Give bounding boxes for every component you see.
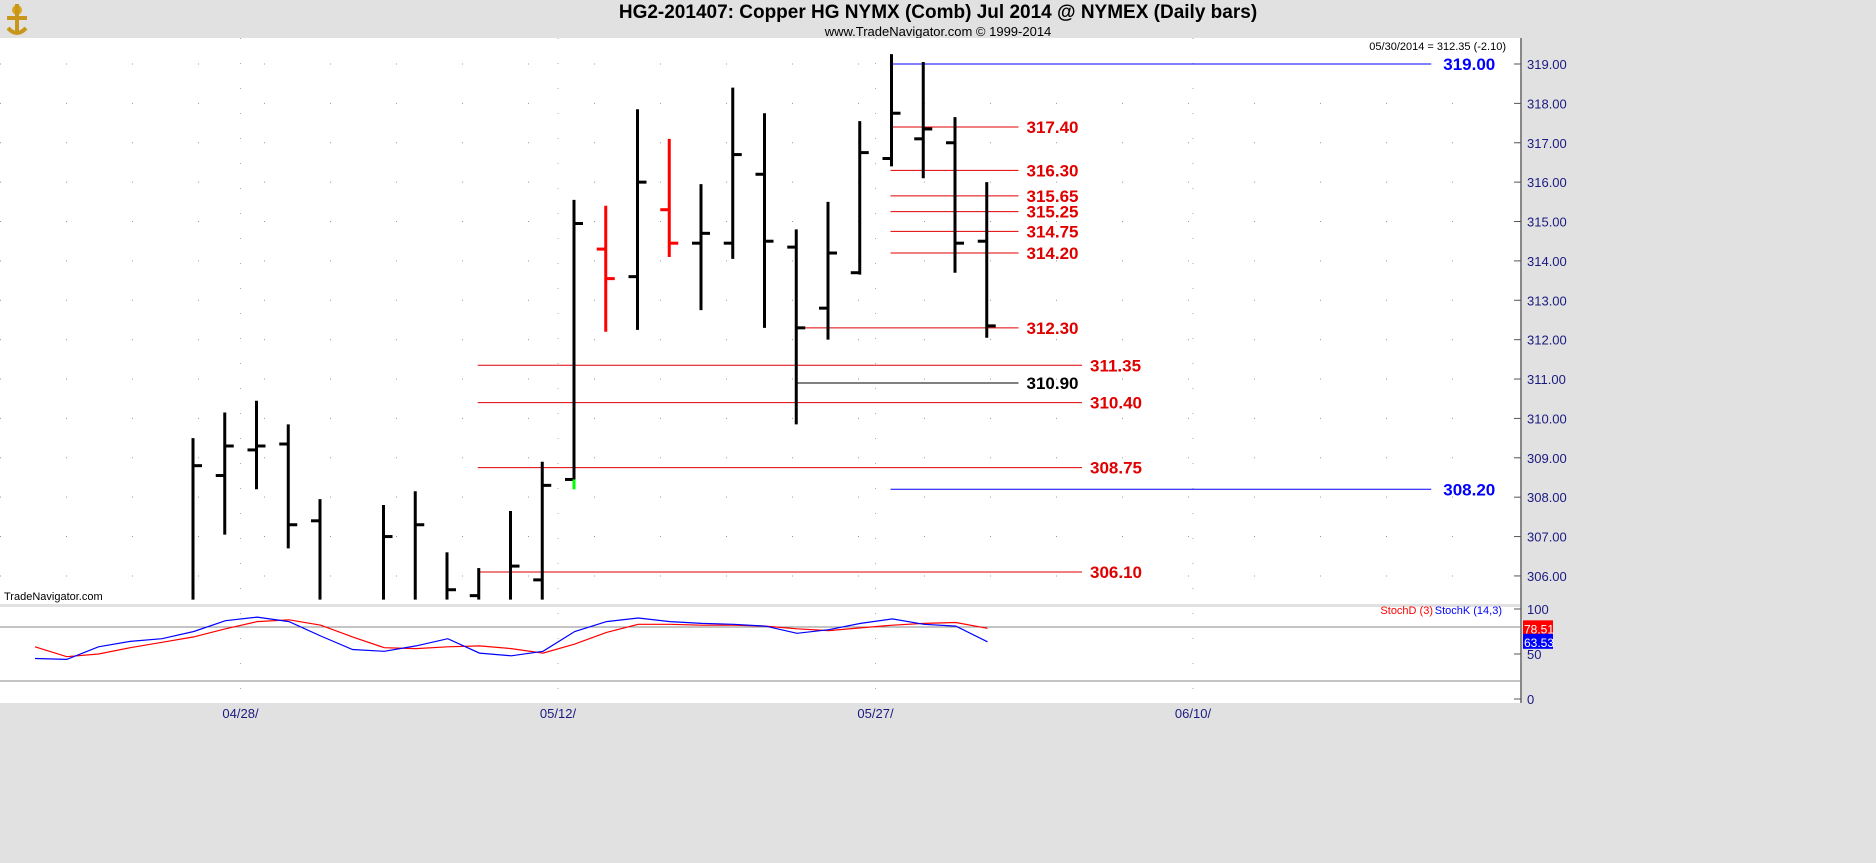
ohlc-bar bbox=[946, 117, 964, 273]
trade-navigator-logo bbox=[2, 0, 32, 38]
level-label: 308.20 bbox=[1443, 480, 1495, 499]
last-price-readout: 05/30/2014 = 312.35 (-2.10) bbox=[1369, 41, 1506, 53]
ohlc-bar bbox=[191, 438, 202, 600]
stoch-d-line bbox=[34, 619, 988, 658]
ohlc-bar bbox=[215, 412, 234, 535]
ohlc-bar bbox=[445, 552, 456, 600]
level-label: 311.35 bbox=[1090, 356, 1141, 375]
y-tick-label: 312.00 bbox=[1527, 333, 1567, 348]
last-value-badge bbox=[1523, 620, 1553, 636]
y-tick-label: 319.00 bbox=[1527, 57, 1567, 72]
ohlc-bar bbox=[914, 62, 933, 179]
level-label: 306.10 bbox=[1090, 563, 1142, 582]
y-tick-label: 318.00 bbox=[1527, 96, 1567, 111]
level-label: 310.90 bbox=[1027, 374, 1079, 393]
legend-stochk: StochK (14,3) bbox=[1435, 605, 1502, 617]
ohlc-bar bbox=[469, 568, 481, 600]
stoch-tick-label: 50 bbox=[1527, 647, 1541, 662]
ohlc-bar bbox=[247, 400, 266, 490]
level-label: 312.30 bbox=[1027, 319, 1079, 338]
stoch-tick-label: 0 bbox=[1527, 692, 1534, 707]
ohlc-bar bbox=[660, 138, 679, 257]
ohlc-bar bbox=[850, 121, 869, 275]
y-tick-label: 311.00 bbox=[1527, 372, 1566, 387]
level-label: 310.40 bbox=[1090, 394, 1142, 413]
y-tick-label: 313.00 bbox=[1527, 293, 1567, 308]
level-label: 317.40 bbox=[1027, 118, 1079, 137]
ohlc-bar bbox=[382, 505, 393, 600]
level-label: 308.75 bbox=[1090, 459, 1142, 478]
y-tick-label: 315.00 bbox=[1527, 215, 1567, 230]
y-tick-label: 314.00 bbox=[1527, 254, 1567, 269]
chart-title: HG2-201407: Copper HG NYMX (Comb) Jul 20… bbox=[618, 2, 1258, 23]
level-label: 315.25 bbox=[1027, 203, 1079, 222]
ohlc-bar bbox=[882, 54, 901, 167]
ohlc-bar bbox=[628, 109, 647, 330]
ohlc-bar bbox=[787, 229, 806, 425]
y-tick-label: 309.00 bbox=[1527, 451, 1567, 466]
ohlc-bar bbox=[533, 461, 552, 600]
y-tick-label: 317.00 bbox=[1527, 136, 1567, 151]
last-value-text: 63.53 bbox=[1524, 636, 1554, 650]
x-tick-label: 06/10/ bbox=[1175, 706, 1212, 721]
x-tick-label: 05/27/ bbox=[857, 706, 894, 721]
stochastic-panel bbox=[0, 607, 1521, 703]
level-label: 314.20 bbox=[1027, 244, 1079, 263]
ohlc-bar bbox=[596, 205, 615, 332]
ohlc-bar bbox=[279, 424, 298, 549]
last-value-badge bbox=[1523, 633, 1553, 649]
y-tick-label: 310.00 bbox=[1527, 411, 1567, 426]
watermark: TradeNavigator.com bbox=[4, 591, 103, 603]
y-tick-label: 307.00 bbox=[1527, 530, 1567, 545]
y-tick-label: 308.00 bbox=[1527, 490, 1567, 505]
level-label: 314.75 bbox=[1027, 222, 1079, 241]
ohlc-bar bbox=[755, 113, 774, 328]
ohlc-bar bbox=[692, 184, 710, 311]
ohlc-bar bbox=[723, 87, 742, 259]
level-label: 316.30 bbox=[1027, 161, 1079, 180]
level-label: 315.65 bbox=[1027, 187, 1079, 206]
y-tick-label: 306.00 bbox=[1527, 569, 1567, 584]
price-panel bbox=[0, 38, 1521, 604]
x-tick-label: 04/28/ bbox=[222, 706, 259, 721]
chart-subtitle: www.TradeNavigator.com © 1999-2014 bbox=[824, 24, 1052, 39]
last-value-text: 78.51 bbox=[1524, 622, 1554, 636]
ohlc-bar bbox=[509, 510, 520, 600]
legend-stochd: StochD (3) bbox=[1380, 605, 1433, 617]
ohlc-bar bbox=[819, 201, 837, 340]
ohlc-bar bbox=[413, 491, 425, 600]
x-tick-label: 05/12/ bbox=[540, 706, 577, 721]
stoch-tick-label: 100 bbox=[1527, 602, 1549, 617]
y-tick-label: 316.00 bbox=[1527, 175, 1567, 190]
ohlc-bar bbox=[311, 499, 322, 600]
stoch-k-line bbox=[34, 616, 988, 661]
level-label: 319.00 bbox=[1443, 55, 1495, 74]
ohlc-bar bbox=[977, 182, 996, 338]
